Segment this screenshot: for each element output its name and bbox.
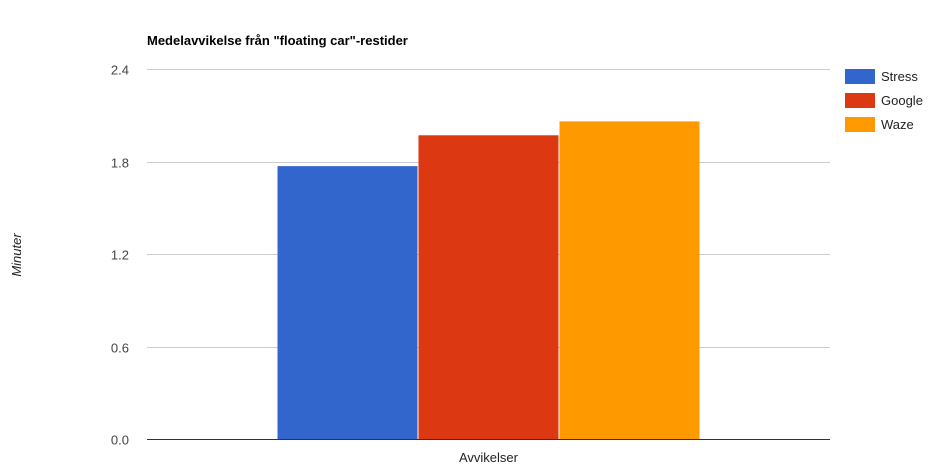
legend-swatch-waze	[845, 117, 875, 132]
legend-label-google: Google	[881, 93, 923, 108]
y-tick-label: 0.0	[111, 433, 129, 448]
y-tick-label: 1.2	[111, 248, 129, 263]
y-tick-label: 2.4	[111, 63, 129, 78]
y-axis-ticks: 0.0 0.6 1.2 1.8 2.4	[111, 63, 129, 448]
legend-label-waze: Waze	[881, 117, 914, 132]
chart-title: Medelavvikelse från "floating car"-resti…	[147, 33, 408, 48]
bar-waze	[559, 121, 700, 440]
bar-google	[418, 135, 559, 439]
bars	[277, 121, 700, 440]
legend-label-stress: Stress	[881, 69, 918, 84]
y-axis-label: Minuter	[9, 233, 24, 277]
y-tick-label: 1.8	[111, 156, 129, 171]
legend: Stress Google Waze	[845, 69, 923, 132]
legend-swatch-stress	[845, 69, 875, 84]
x-category-label: Avvikelser	[459, 450, 519, 465]
x-axis-categories: Avvikelser	[459, 450, 519, 465]
legend-swatch-google	[845, 93, 875, 108]
bar-stress	[277, 166, 418, 439]
y-tick-label: 0.6	[111, 341, 129, 356]
